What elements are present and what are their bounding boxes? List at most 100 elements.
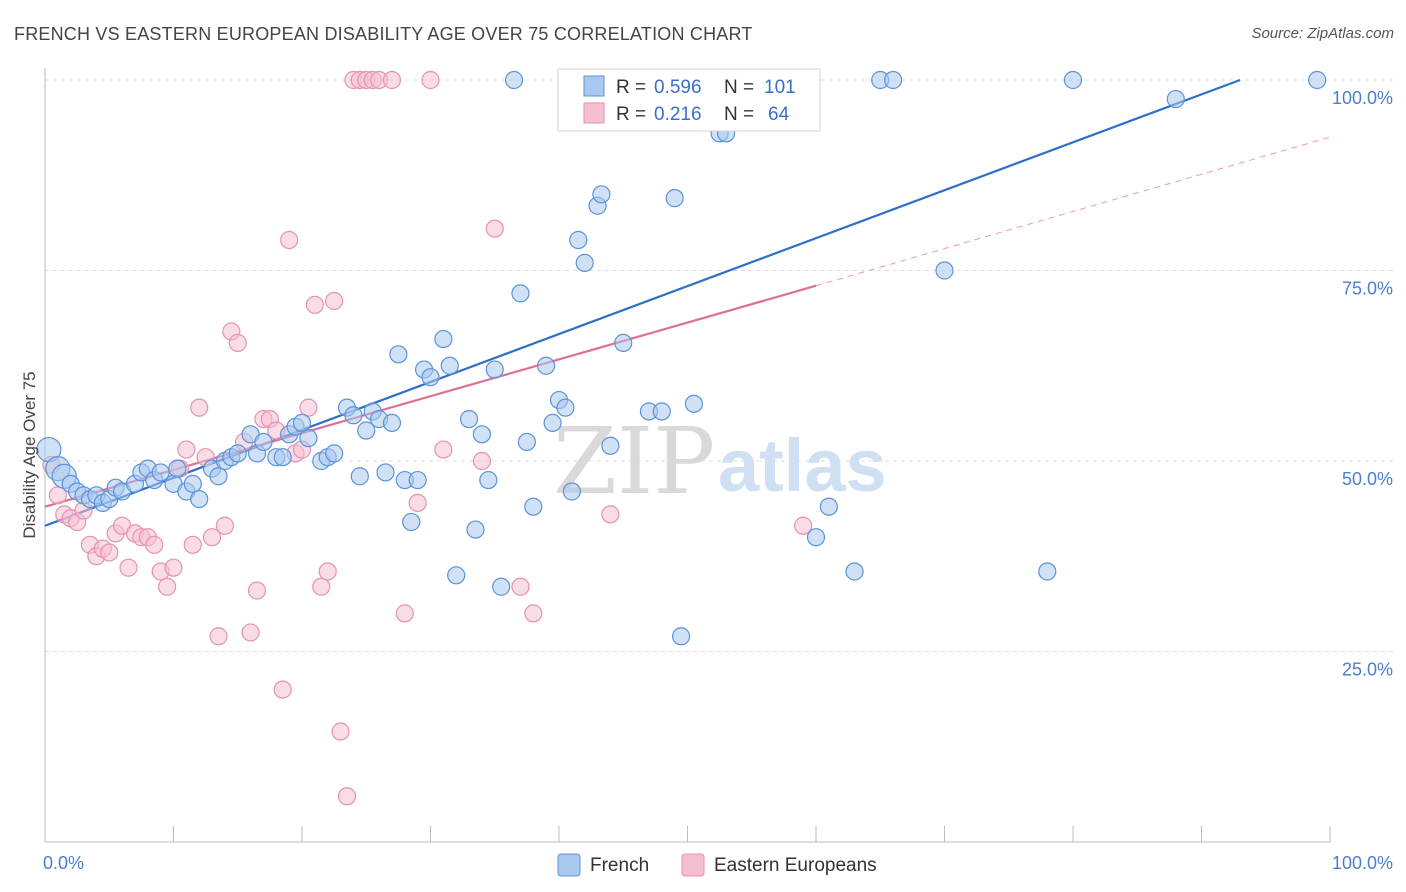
french-point-71 [569, 230, 588, 250]
eastern-point-58 [485, 219, 504, 238]
legend-top: R = 0.596 N = 101 R = 0.216 N = 64 [557, 68, 821, 132]
french-point-35 [299, 429, 318, 448]
french-point-55 [447, 566, 466, 585]
y-axis-label: Disability Age Over 75 [20, 371, 39, 538]
french-point-54 [440, 356, 459, 375]
french-point-91 [806, 528, 826, 547]
eastern-point-59 [511, 577, 530, 596]
french-point-52 [421, 368, 440, 387]
legend-swatch-eastern [583, 102, 605, 124]
french-point-63 [511, 284, 530, 303]
eastern-point-29 [228, 333, 247, 352]
french-point-46 [382, 413, 402, 432]
french-point-74 [592, 185, 611, 204]
grid-lines [45, 79, 1395, 652]
y-tick-label-50: 50.0% [1342, 469, 1393, 489]
french-point-45 [376, 463, 395, 482]
eastern-point-46 [337, 787, 357, 806]
legend-bottom-label-french: French [590, 855, 649, 876]
eastern-point-45 [331, 722, 350, 741]
y-tick-label-75: 75.0% [1342, 279, 1393, 299]
legend-swatch-french [583, 75, 605, 97]
french-point-64 [517, 432, 536, 452]
eastern-point-26 [209, 627, 228, 646]
legend-n-label-eastern: N = [724, 104, 754, 125]
french-point-50 [408, 470, 427, 490]
eastern-trend-extension [815, 136, 1331, 287]
french-point-75 [601, 436, 620, 455]
french-point-38 [325, 444, 344, 463]
french-point-96 [935, 261, 954, 280]
french-point-65 [524, 497, 543, 516]
legend-r-value-eastern: 0.216 [654, 104, 702, 125]
legend-bottom-swatch-eastern [681, 853, 705, 877]
eastern-point-56 [434, 440, 453, 459]
french-point-31 [273, 448, 292, 467]
legend-bottom: French Eastern Europeans [557, 853, 877, 877]
eastern-point-41 [305, 295, 324, 314]
french-point-41 [350, 467, 369, 486]
y-tick-labels: 25.0% 50.0% 75.0% 100.0% [1332, 88, 1393, 680]
eastern-point-23 [190, 398, 209, 417]
eastern-point-22 [183, 535, 202, 554]
french-point-98 [1063, 70, 1083, 90]
eastern-point-27 [215, 516, 234, 535]
eastern-point-25 [202, 528, 222, 547]
eastern-point-54 [408, 493, 427, 513]
french-point-99 [1166, 89, 1185, 109]
french-point-53 [434, 329, 453, 349]
french-point-49 [402, 512, 421, 532]
french-point-61 [492, 577, 511, 596]
legend-n-value-french: 101 [764, 77, 796, 98]
eastern-point-37 [280, 230, 299, 250]
french-point-70 [562, 482, 581, 501]
french-point-18 [168, 459, 187, 478]
eastern-point-62 [601, 505, 620, 524]
x-tick-labels: 0.0% 100.0% [43, 853, 1393, 873]
eastern-point-19 [164, 558, 183, 577]
legend-n-value-eastern: 64 [768, 104, 790, 125]
legend-n-label-french: N = [724, 77, 754, 98]
eastern-point-16 [145, 535, 164, 554]
eastern-point-43 [318, 562, 337, 581]
french-point-80 [665, 189, 684, 208]
eastern-point-12 [119, 558, 138, 577]
legend-r-label-french: R = [616, 77, 646, 98]
legend-r-label-eastern: R = [616, 104, 646, 125]
watermark-atlas: atlas [718, 424, 887, 507]
eastern-point-52 [382, 70, 402, 90]
french-point-23 [209, 467, 228, 486]
french-points [36, 70, 1327, 646]
french-point-76 [614, 333, 633, 352]
french-point-34 [292, 413, 312, 432]
french-point-69 [556, 398, 575, 417]
french-point-66 [537, 356, 556, 375]
eastern-point-21 [177, 440, 196, 459]
eastern-point-36 [273, 680, 292, 699]
eastern-point-31 [241, 623, 260, 642]
eastern-point-60 [524, 604, 543, 623]
y-tick-label-25: 25.0% [1342, 660, 1393, 680]
y-tick-label-100: 100.0% [1332, 88, 1393, 108]
french-point-81 [671, 627, 691, 646]
french-point-82 [684, 394, 704, 413]
eastern-point-9 [100, 543, 119, 562]
legend-bottom-swatch-french [557, 853, 581, 877]
french-point-72 [575, 253, 594, 272]
x-tick-label-max: 100.0% [1332, 853, 1393, 873]
french-point-40 [344, 406, 363, 425]
eastern-point-32 [247, 581, 267, 600]
french-point-58 [472, 425, 491, 444]
french-point-20 [183, 474, 202, 493]
eastern-point-44 [325, 291, 344, 311]
eastern-point-57 [472, 451, 491, 471]
french-point-79 [652, 402, 671, 421]
eastern-point-42 [312, 577, 331, 596]
french-point-21 [190, 490, 209, 509]
french-point-29 [254, 432, 273, 452]
french-point-59 [479, 470, 498, 490]
legend-bottom-label-eastern: Eastern Europeans [714, 855, 877, 876]
french-point-100 [1308, 70, 1327, 90]
x-tick-label-min: 0.0% [43, 853, 84, 873]
